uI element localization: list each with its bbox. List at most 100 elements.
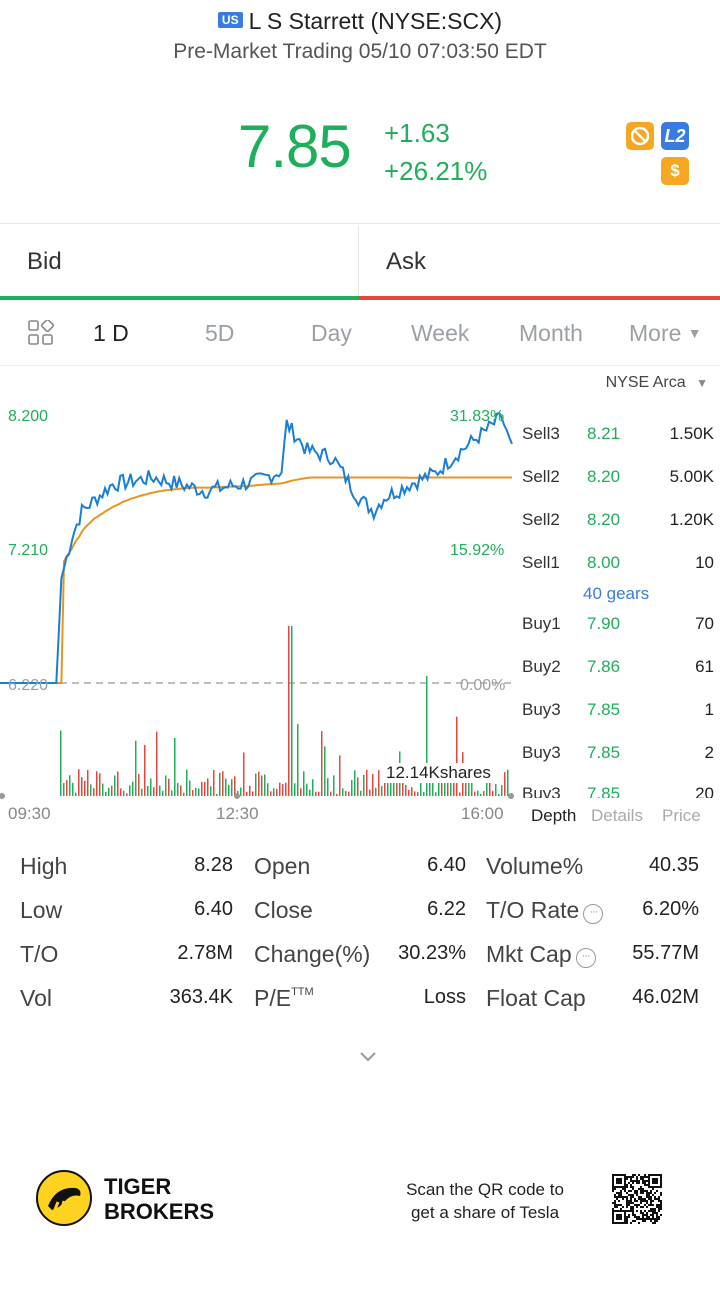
tab-day[interactable]: Day: [311, 320, 352, 346]
qr-module: [624, 1188, 626, 1190]
tab-more[interactable]: More ▼: [629, 320, 702, 347]
volume-bar: [150, 778, 152, 796]
stat-value-turnover: 2.78M: [177, 942, 233, 964]
qr-module: [620, 1222, 622, 1224]
bid-panel[interactable]: Bid: [0, 226, 359, 300]
dollar-icon[interactable]: $: [661, 157, 689, 185]
qr-module: [620, 1190, 622, 1192]
scan-line1: Scan the QR code to: [406, 1180, 564, 1199]
qr-module: [618, 1216, 620, 1218]
qr-module: [612, 1184, 614, 1186]
volume-bar: [78, 769, 80, 796]
order-row[interactable]: Buy2 7.86 61: [522, 657, 720, 681]
volume-bar: [177, 782, 179, 796]
tab-month[interactable]: Month: [519, 320, 583, 346]
tab-1d[interactable]: 1 D: [93, 320, 129, 346]
qr-module: [612, 1176, 614, 1178]
qr-module: [650, 1186, 652, 1188]
qr-module: [630, 1176, 632, 1178]
qr-module: [650, 1198, 652, 1200]
tab-5d[interactable]: 5D: [205, 320, 235, 346]
tab-week[interactable]: Week: [411, 320, 470, 346]
exchange-selector[interactable]: NYSE Arca ▼: [606, 374, 708, 392]
qr-module: [644, 1210, 646, 1212]
order-depth-gears[interactable]: 40 gears: [583, 584, 650, 603]
pct-label-top: 31.83%: [450, 408, 505, 425]
qr-module: [634, 1180, 636, 1182]
qr-module: [648, 1196, 650, 1198]
layout-grid-icon[interactable]: [28, 320, 54, 346]
qr-module: [660, 1208, 662, 1210]
order-row[interactable]: Buy1 7.90 70: [522, 614, 720, 638]
stat-label-close: Close: [254, 897, 313, 923]
volume-bar: [195, 787, 197, 796]
y-label-top: 8.200: [8, 408, 49, 425]
qr-module: [648, 1198, 650, 1200]
order-row[interactable]: Sell1 8.00 10: [522, 553, 720, 577]
no-entry-icon[interactable]: [626, 122, 654, 150]
price-chart[interactable]: [0, 366, 520, 806]
qr-module: [652, 1208, 654, 1210]
qr-module: [646, 1216, 648, 1218]
qr-module: [612, 1216, 614, 1218]
qr-module: [616, 1222, 618, 1224]
tab-price[interactable]: Price: [662, 806, 701, 825]
volume-bar: [222, 771, 224, 796]
qr-module: [612, 1188, 614, 1190]
qr-module: [636, 1218, 638, 1220]
chevron-down-icon[interactable]: [358, 1050, 378, 1064]
order-qty: 1: [704, 700, 714, 719]
order-row[interactable]: Buy3 7.85 20: [522, 784, 720, 798]
volume-bar: [132, 781, 134, 796]
qr-module: [646, 1190, 648, 1192]
order-row[interactable]: Sell2 8.20 1.20K: [522, 510, 720, 534]
volume-bar: [99, 773, 101, 796]
order-row[interactable]: Buy3 7.85 1: [522, 700, 720, 724]
qr-module: [634, 1174, 636, 1176]
qr-module: [642, 1176, 644, 1178]
bid-label: Bid: [27, 248, 62, 275]
tab-depth[interactable]: Depth: [531, 806, 577, 825]
mkt-cap-label: Mkt Cap: [486, 941, 572, 967]
volume-bar: [291, 626, 293, 796]
volume-bar: [372, 774, 374, 796]
qr-module: [660, 1192, 662, 1194]
qr-module: [628, 1202, 630, 1204]
qr-module: [632, 1208, 634, 1210]
qr-module: [632, 1202, 634, 1204]
volume-bar: [384, 774, 386, 796]
qr-module: [652, 1180, 654, 1182]
ask-panel[interactable]: Ask: [359, 226, 720, 300]
qr-module: [646, 1206, 648, 1208]
qr-module: [656, 1218, 658, 1220]
qr-module: [614, 1196, 616, 1198]
stat-label-turnover: T/O: [20, 941, 59, 967]
info-icon[interactable]: ···: [575, 948, 596, 968]
qr-module: [614, 1202, 616, 1204]
volume-bar: [354, 770, 356, 796]
order-price: 7.86: [587, 657, 621, 676]
qr-module: [646, 1194, 648, 1196]
info-icon[interactable]: ···: [583, 904, 604, 924]
qr-module: [624, 1220, 626, 1222]
qr-module: [612, 1178, 614, 1180]
qr-module: [620, 1192, 622, 1194]
qr-module: [616, 1206, 618, 1208]
qr-module: [648, 1184, 650, 1186]
tab-details[interactable]: Details: [591, 806, 643, 825]
level2-icon[interactable]: L2: [661, 122, 689, 150]
stat-value-mkt-cap: 55.77M: [632, 942, 699, 964]
qr-module: [648, 1216, 650, 1218]
time-label-end: 16:00: [461, 804, 504, 823]
qr-module: [636, 1210, 638, 1212]
order-row[interactable]: Sell2 8.20 5.00K: [522, 467, 720, 491]
volume-bar: [168, 778, 170, 796]
order-row[interactable]: Buy3 7.85 2: [522, 743, 720, 767]
qr-module: [624, 1214, 626, 1216]
volume-bar: [270, 791, 272, 796]
volume-bar: [162, 790, 164, 796]
qr-module: [614, 1188, 616, 1190]
order-row[interactable]: Sell3 8.21 1.50K: [522, 424, 720, 448]
volume-bar: [183, 792, 185, 796]
qr-module: [636, 1194, 638, 1196]
